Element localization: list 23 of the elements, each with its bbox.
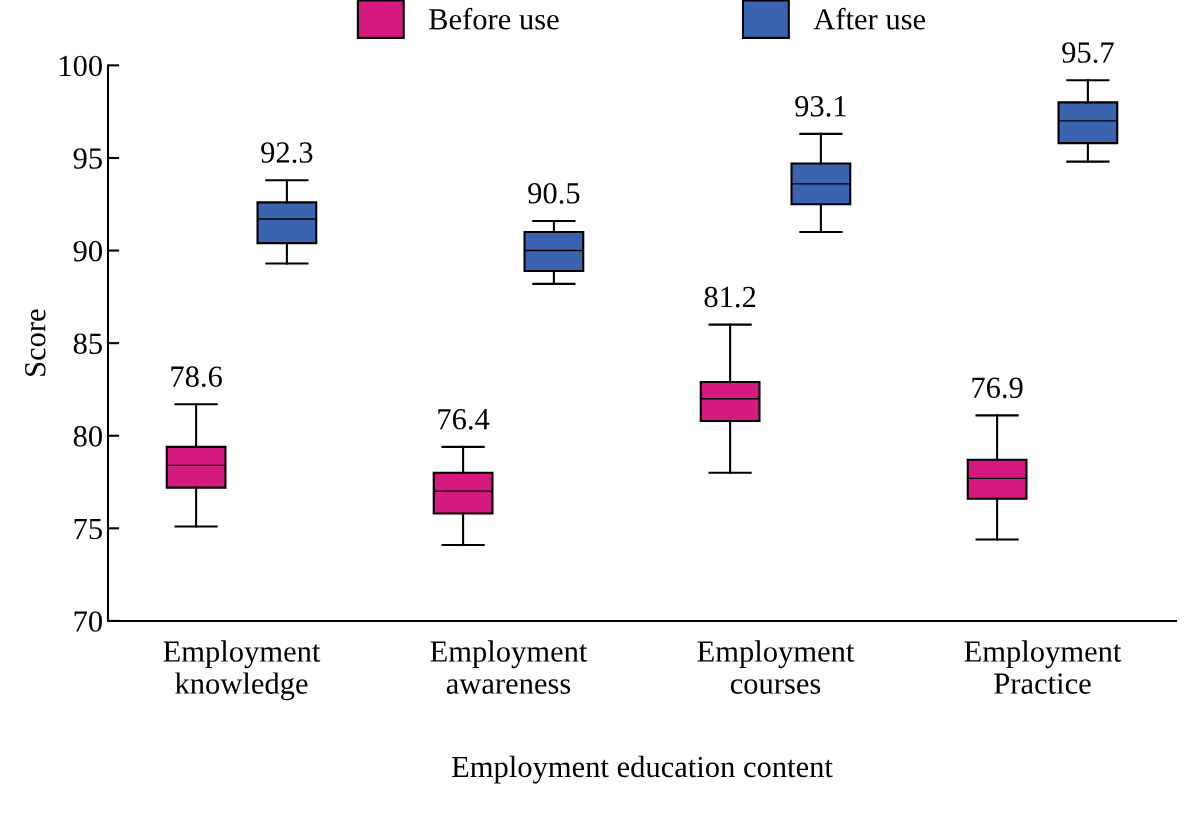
y-tick-label: 90 [73, 240, 102, 262]
y-tick-label: 95 [73, 148, 102, 169]
legend-label: Before use [429, 7, 559, 30]
text: 78.6 [171, 366, 222, 388]
x-tick-label: Employment knowledge [163, 640, 321, 701]
x-tick-label: Employment awareness [430, 640, 588, 694]
y-tick-label: 85 [73, 333, 102, 355]
text: 76.9 [972, 377, 1023, 399]
text: 92.3 [261, 142, 313, 163]
text: 81.2 [704, 286, 756, 308]
text: 93.1 [795, 96, 846, 117]
y-tick-label: 75 [74, 518, 102, 540]
text: 95.7 [1062, 42, 1114, 63]
x-axis-title: Employment education content [451, 755, 833, 784]
x-tick-label: Employment courses [697, 640, 855, 694]
x-tick-label: Employment Practice [964, 640, 1122, 694]
legend-label: After use [813, 7, 926, 30]
y-tick-label: 100 [59, 55, 102, 77]
text: 90.5 [528, 182, 580, 204]
y-axis-title: Score [25, 309, 46, 376]
y-tick-label: 70 [74, 611, 102, 632]
y-tick-label: 80 [73, 426, 102, 447]
text: 76.4 [438, 408, 490, 430]
